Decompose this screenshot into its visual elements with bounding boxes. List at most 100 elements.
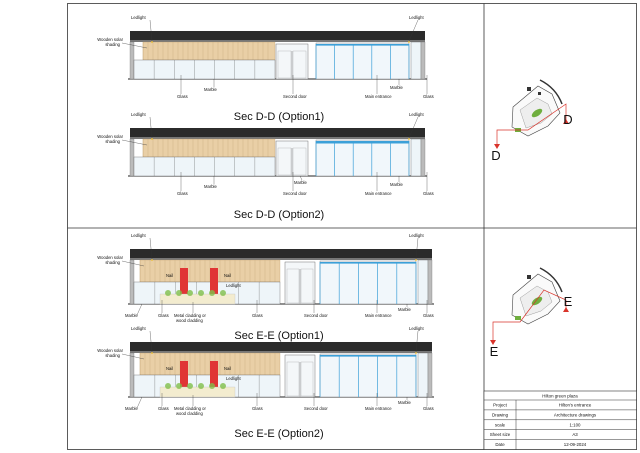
callout-label: Ledlight — [131, 15, 147, 20]
leader-line — [408, 116, 419, 139]
section-mark: E — [564, 294, 573, 309]
callout-label: Ledlight — [409, 15, 425, 20]
leader-line — [149, 19, 153, 42]
key-plan-2: EE — [490, 267, 573, 359]
door-leaf-right — [292, 50, 307, 79]
callout-label: Marble — [125, 313, 138, 318]
callout-label: Glass — [252, 313, 263, 318]
roof-fascia — [130, 137, 425, 139]
callout-label: Marble — [204, 87, 217, 92]
planter-greenery — [187, 383, 193, 389]
main-entrance-glazing — [315, 139, 410, 177]
leader-line — [415, 330, 419, 353]
glass-wall — [133, 156, 276, 177]
key-plan-1: DD — [491, 79, 573, 163]
planter-greenery — [198, 383, 204, 389]
door-leaf-right — [292, 147, 307, 176]
leader-line — [299, 175, 303, 181]
callout-label: Ledlight — [409, 233, 425, 238]
blue-transom — [316, 141, 409, 144]
section-title: Sec E-E (Option1) — [234, 330, 323, 342]
callout-label: Ledlight — [131, 233, 147, 238]
main-entrance-glazing — [315, 42, 410, 80]
callout-label: Nail — [224, 366, 231, 371]
sheet-border — [67, 3, 637, 450]
section-arrow — [490, 340, 496, 345]
callout-label: Glass — [423, 313, 434, 318]
callout-label: Ledlight — [131, 112, 147, 117]
callout-label: Ledlight — [409, 112, 425, 117]
glass-wall — [133, 59, 276, 80]
callout-label: Main entrance — [365, 94, 392, 99]
section-mark: D — [491, 148, 500, 163]
leader-line — [136, 303, 143, 316]
callout-label: shading — [105, 139, 120, 144]
title-row-value: Architecture drawings — [554, 412, 597, 417]
callout-label: wood cladding — [176, 318, 203, 323]
planter-greenery — [220, 290, 226, 296]
door-leaf-left — [277, 147, 292, 176]
callout-label: Ledlight — [409, 326, 425, 331]
leader-line — [136, 396, 143, 409]
right-column — [420, 41, 426, 80]
callout-label: Marble — [204, 184, 217, 189]
leader-line — [149, 237, 153, 260]
planter-base — [159, 293, 236, 305]
callout-label: Glass — [177, 94, 188, 99]
callout-label: Second door — [304, 406, 328, 411]
callout-label: Glass — [177, 191, 188, 196]
title-row-value: 12-09-2024 — [564, 442, 587, 447]
callout-label: Marble — [398, 307, 411, 312]
leader-line — [121, 42, 148, 49]
callout-label: wood cladding — [176, 411, 203, 416]
callout-label: Metal cladding or — [174, 406, 206, 411]
callout-label: Main entrance — [365, 313, 392, 318]
door-leaf-left — [277, 50, 292, 79]
planter-greenery — [209, 383, 215, 389]
roof-slab — [130, 128, 425, 137]
callout-label: Glass — [158, 406, 169, 411]
door-leaf-right — [300, 268, 314, 304]
red-cladding-panel — [210, 268, 218, 294]
section-arrow — [563, 307, 569, 312]
roof-fascia — [130, 40, 425, 42]
right-column — [427, 259, 433, 305]
title-row-key: Date — [495, 442, 505, 447]
callout-label: Marble — [125, 406, 138, 411]
red-cladding-panel — [180, 361, 188, 387]
callout-label: Nail — [224, 273, 231, 278]
title-row-value: Hilton's entrance — [559, 403, 592, 408]
door-leaf-left — [286, 361, 300, 397]
section-mark: E — [490, 344, 499, 359]
section-arrow — [494, 144, 500, 149]
callout-label: Main entrance — [365, 191, 392, 196]
leader-line — [149, 116, 153, 139]
callout-label: Marble — [398, 400, 411, 405]
plan-column — [527, 87, 531, 91]
right-bay — [410, 41, 422, 80]
callout-label: Second door — [283, 191, 307, 196]
callout-label: Glass — [423, 191, 434, 196]
title-row-key: scale — [495, 422, 506, 427]
callout-label: Wooden solar — [97, 255, 123, 260]
leader-line — [121, 260, 145, 267]
plan-column — [527, 275, 531, 279]
plan-column — [538, 92, 541, 95]
roof-fascia — [130, 351, 432, 353]
right-column — [420, 138, 426, 177]
left-column — [129, 41, 135, 80]
section-title: Sec D-D (Option1) — [234, 111, 324, 123]
plan-facade — [539, 79, 563, 105]
right-bay — [417, 259, 429, 305]
section-title: Sec D-D (Option2) — [234, 209, 324, 221]
plan-planter — [531, 108, 543, 118]
callout-label: shading — [105, 260, 120, 265]
roof-slab — [130, 249, 432, 258]
roof-fascia — [130, 258, 432, 260]
callout-label: shading — [105, 42, 120, 47]
plan-facade — [539, 267, 563, 293]
leader-line — [415, 237, 419, 260]
callout-label: Glass — [158, 313, 169, 318]
